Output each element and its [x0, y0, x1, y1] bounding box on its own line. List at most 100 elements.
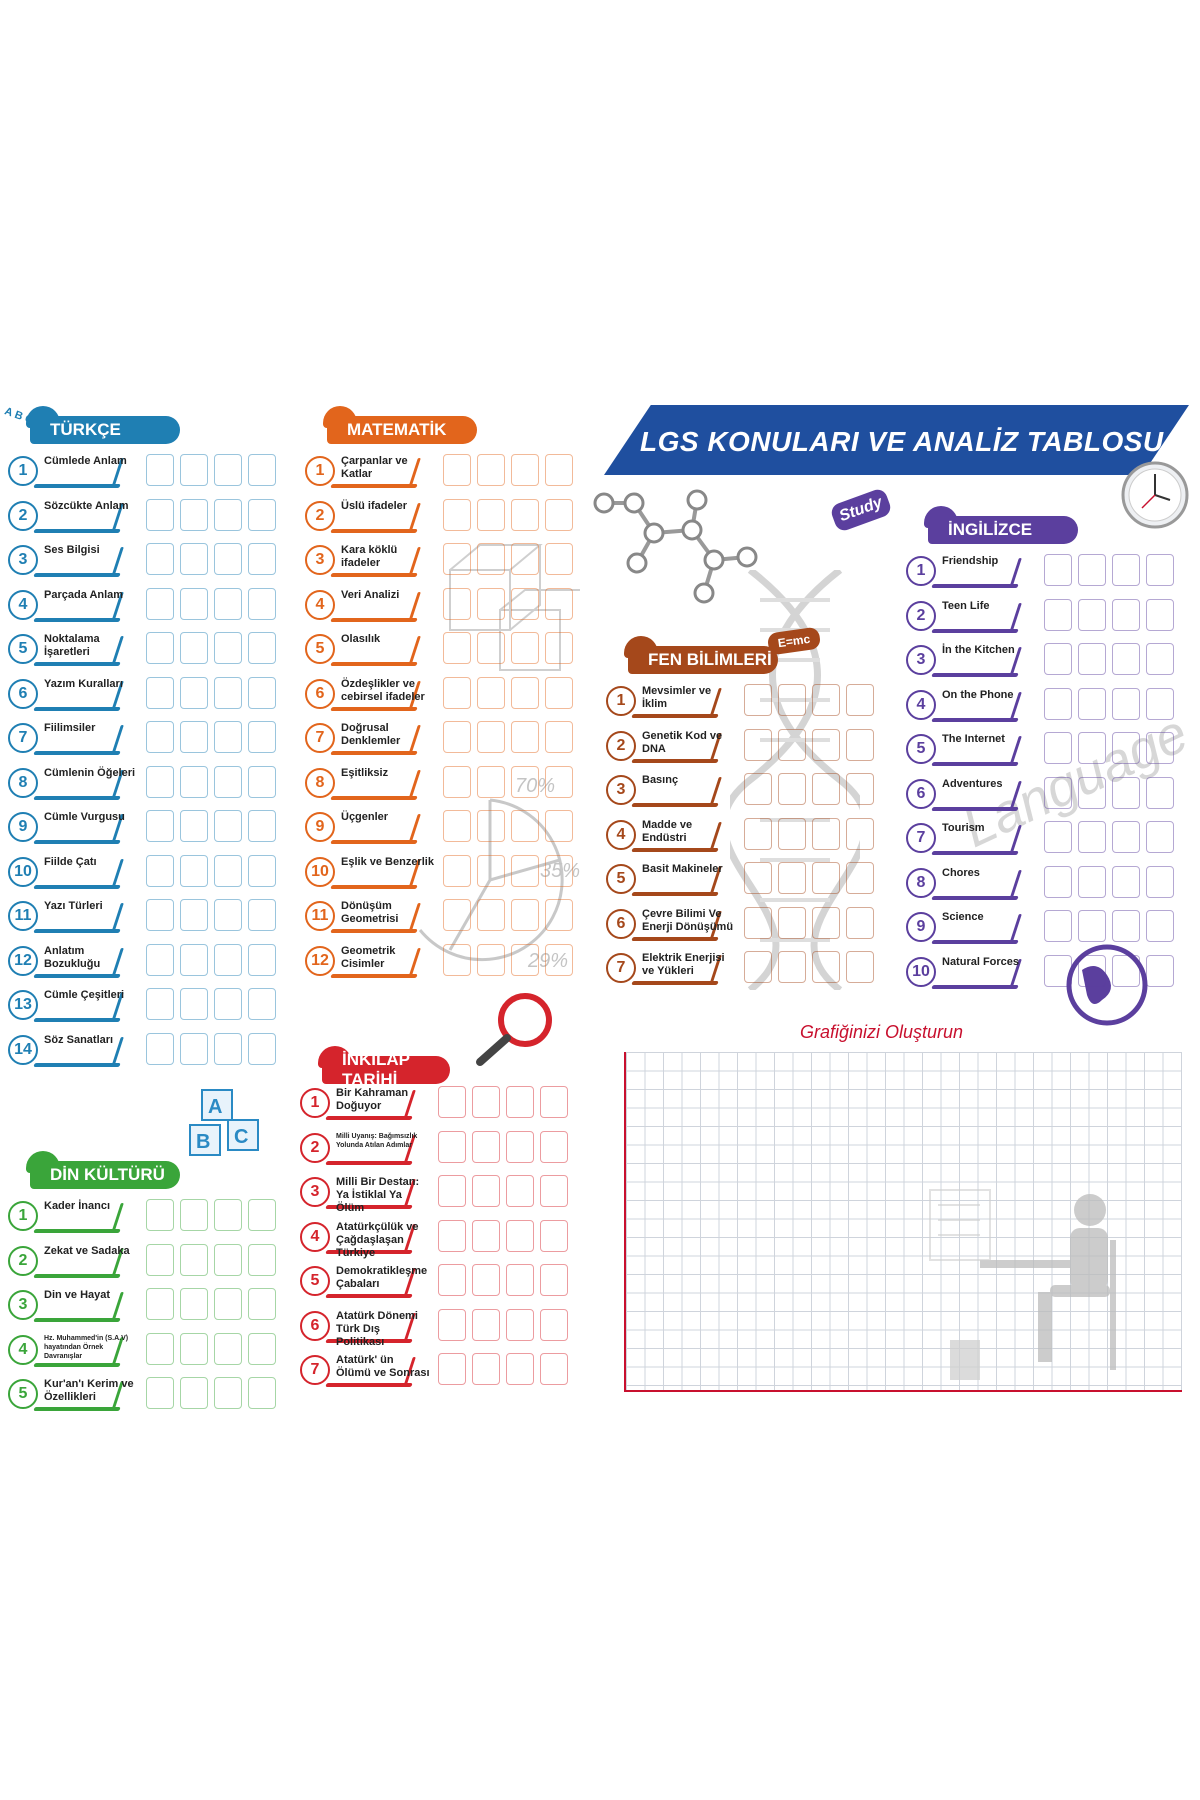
ingilizce-answer-box[interactable]: [1044, 865, 1072, 898]
inkilap-answer-box[interactable]: [438, 1219, 466, 1252]
turkce-answer-box[interactable]: [248, 721, 276, 753]
turkce-answer-box[interactable]: [214, 676, 242, 709]
inkilap-answer-box[interactable]: [472, 1130, 500, 1163]
turkce-answer-box[interactable]: [214, 498, 242, 531]
matematik-answer-box[interactable]: [477, 854, 505, 887]
turkce-answer-box[interactable]: [180, 988, 208, 1020]
matematik-answer-box[interactable]: [545, 632, 573, 664]
ingilizce-answer-box[interactable]: [1112, 687, 1140, 720]
ingilizce-answer-box[interactable]: [1112, 732, 1140, 764]
ingilizce-answer-box[interactable]: [1112, 954, 1140, 987]
turkce-answer-box[interactable]: [214, 988, 242, 1020]
inkilap-answer-box[interactable]: [438, 1353, 466, 1385]
turkce-answer-box[interactable]: [180, 587, 208, 620]
ingilizce-answer-box[interactable]: [1044, 598, 1072, 631]
inkilap-answer-box[interactable]: [506, 1175, 534, 1207]
turkce-answer-box[interactable]: [146, 854, 174, 887]
matematik-answer-box[interactable]: [443, 498, 471, 531]
turkce-answer-box[interactable]: [146, 899, 174, 931]
inkilap-answer-box[interactable]: [438, 1264, 466, 1296]
fen-answer-box[interactable]: [744, 906, 772, 939]
turkce-answer-box[interactable]: [214, 632, 242, 664]
din-answer-box[interactable]: [180, 1377, 208, 1409]
turkce-answer-box[interactable]: [146, 765, 174, 798]
ingilizce-answer-box[interactable]: [1078, 910, 1106, 942]
inkilap-answer-box[interactable]: [506, 1130, 534, 1163]
matematik-answer-box[interactable]: [511, 498, 539, 531]
fen-answer-box[interactable]: [812, 817, 840, 850]
turkce-answer-box[interactable]: [180, 899, 208, 931]
ingilizce-answer-box[interactable]: [1078, 865, 1106, 898]
matematik-answer-box[interactable]: [511, 676, 539, 709]
turkce-answer-box[interactable]: [214, 899, 242, 931]
matematik-answer-box[interactable]: [477, 810, 505, 842]
ingilizce-answer-box[interactable]: [1044, 954, 1072, 987]
din-answer-box[interactable]: [248, 1199, 276, 1231]
turkce-answer-box[interactable]: [248, 454, 276, 486]
turkce-answer-box[interactable]: [248, 943, 276, 976]
turkce-answer-box[interactable]: [214, 765, 242, 798]
fen-answer-box[interactable]: [778, 951, 806, 983]
din-answer-box[interactable]: [214, 1332, 242, 1365]
inkilap-answer-box[interactable]: [472, 1264, 500, 1296]
ingilizce-answer-box[interactable]: [1078, 554, 1106, 586]
turkce-answer-box[interactable]: [248, 765, 276, 798]
ingilizce-answer-box[interactable]: [1146, 776, 1174, 809]
ingilizce-answer-box[interactable]: [1044, 910, 1072, 942]
din-answer-box[interactable]: [214, 1243, 242, 1276]
turkce-answer-box[interactable]: [146, 810, 174, 842]
din-answer-box[interactable]: [180, 1243, 208, 1276]
matematik-answer-box[interactable]: [545, 676, 573, 709]
fen-answer-box[interactable]: [744, 862, 772, 894]
turkce-answer-box[interactable]: [146, 454, 174, 486]
ingilizce-answer-box[interactable]: [1044, 554, 1072, 586]
ingilizce-answer-box[interactable]: [1078, 687, 1106, 720]
matematik-answer-box[interactable]: [443, 810, 471, 842]
matematik-answer-box[interactable]: [511, 721, 539, 753]
turkce-answer-box[interactable]: [248, 632, 276, 664]
turkce-answer-box[interactable]: [180, 721, 208, 753]
turkce-answer-box[interactable]: [180, 1032, 208, 1065]
turkce-answer-box[interactable]: [248, 1032, 276, 1065]
turkce-answer-box[interactable]: [180, 810, 208, 842]
ingilizce-answer-box[interactable]: [1146, 643, 1174, 675]
matematik-answer-box[interactable]: [477, 632, 505, 664]
fen-answer-box[interactable]: [846, 951, 874, 983]
fen-answer-box[interactable]: [846, 906, 874, 939]
matematik-answer-box[interactable]: [511, 943, 539, 976]
inkilap-answer-box[interactable]: [506, 1264, 534, 1296]
turkce-answer-box[interactable]: [146, 943, 174, 976]
turkce-answer-box[interactable]: [180, 943, 208, 976]
din-answer-box[interactable]: [146, 1243, 174, 1276]
matematik-answer-box[interactable]: [545, 587, 573, 620]
turkce-answer-box[interactable]: [146, 988, 174, 1020]
din-answer-box[interactable]: [248, 1377, 276, 1409]
fen-answer-box[interactable]: [744, 684, 772, 716]
fen-answer-box[interactable]: [778, 728, 806, 761]
din-answer-box[interactable]: [146, 1288, 174, 1320]
turkce-answer-box[interactable]: [180, 498, 208, 531]
ingilizce-answer-box[interactable]: [1146, 554, 1174, 586]
turkce-answer-box[interactable]: [146, 676, 174, 709]
matematik-answer-box[interactable]: [443, 587, 471, 620]
matematik-answer-box[interactable]: [511, 854, 539, 887]
fen-answer-box[interactable]: [846, 862, 874, 894]
turkce-answer-box[interactable]: [214, 454, 242, 486]
turkce-answer-box[interactable]: [180, 632, 208, 664]
turkce-answer-box[interactable]: [214, 943, 242, 976]
matematik-answer-box[interactable]: [545, 765, 573, 798]
din-answer-box[interactable]: [214, 1199, 242, 1231]
ingilizce-answer-box[interactable]: [1112, 821, 1140, 853]
fen-answer-box[interactable]: [812, 906, 840, 939]
fen-answer-box[interactable]: [846, 773, 874, 805]
din-answer-box[interactable]: [248, 1243, 276, 1276]
turkce-answer-box[interactable]: [180, 543, 208, 575]
ingilizce-answer-box[interactable]: [1112, 643, 1140, 675]
din-answer-box[interactable]: [146, 1377, 174, 1409]
matematik-answer-box[interactable]: [443, 543, 471, 575]
inkilap-answer-box[interactable]: [472, 1308, 500, 1341]
turkce-answer-box[interactable]: [146, 1032, 174, 1065]
ingilizce-answer-box[interactable]: [1078, 643, 1106, 675]
ingilizce-answer-box[interactable]: [1078, 598, 1106, 631]
matematik-answer-box[interactable]: [511, 765, 539, 798]
